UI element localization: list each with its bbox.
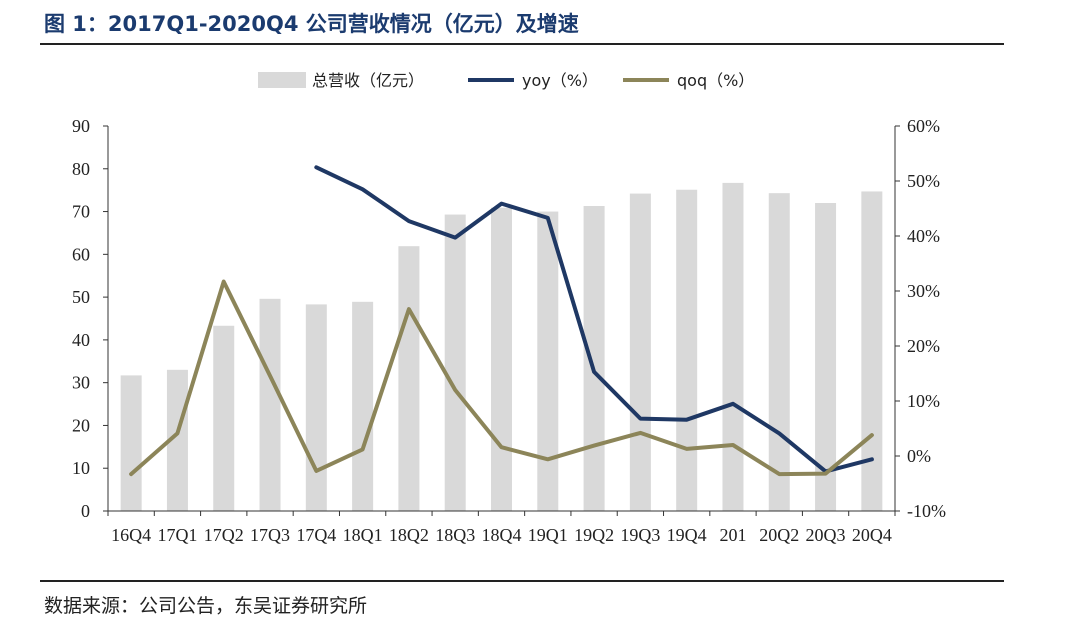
line-series xyxy=(129,165,874,477)
legend-swatch-revenue xyxy=(258,72,306,88)
bar-19Q2 xyxy=(583,205,605,511)
left-tick-label: 70 xyxy=(72,202,90,222)
bar-16Q4 xyxy=(120,375,142,511)
right-tick-label: 10% xyxy=(907,391,940,411)
bottom-rule xyxy=(40,580,1004,582)
left-tick-label: 40 xyxy=(72,330,90,350)
bar-17Q3 xyxy=(259,298,281,511)
qoq-line xyxy=(129,279,874,477)
bar-20Q4 xyxy=(861,191,883,511)
left-tick-label: 30 xyxy=(72,373,90,393)
x-tick-label: 19Q2 xyxy=(574,525,614,545)
right-tick-label: 0% xyxy=(907,446,931,466)
x-tick-label: 17Q4 xyxy=(296,525,336,545)
bar-17Q2 xyxy=(213,325,235,511)
bar-17Q4 xyxy=(305,304,327,511)
left-tick-label: 20 xyxy=(72,415,90,435)
chart-title: 图 1：2017Q1-2020Q4 公司营收情况（亿元）及增速 xyxy=(44,12,579,36)
right-tick-label: 60% xyxy=(907,116,940,136)
x-tick-label: 16Q4 xyxy=(111,525,151,545)
x-tick-label: 17Q2 xyxy=(204,525,244,545)
legend-label: yoy（%） xyxy=(522,71,598,90)
left-tick-label: 90 xyxy=(72,116,90,136)
chart-canvas: 总营收（亿元） yoy（%） qoq（%） 0 10 20 30 40 50 60 70 80 90 -… xyxy=(72,71,946,545)
x-tick-label: 20Q2 xyxy=(759,525,799,545)
bar-19Q3 xyxy=(629,193,651,512)
right-tick-label: -10% xyxy=(907,501,946,521)
bar-18Q1 xyxy=(352,301,374,511)
x-tick-label: 17Q3 xyxy=(250,525,290,545)
legend-label: 总营收（亿元） xyxy=(312,71,424,90)
right-tick-label: 40% xyxy=(907,226,940,246)
source-note: 数据来源：公司公告，东吴证券研究所 xyxy=(44,595,368,617)
yoy-line xyxy=(314,165,874,474)
left-tick-label: 60 xyxy=(72,244,90,264)
x-tick-label: 19Q3 xyxy=(620,525,660,545)
bar-20Q3 xyxy=(815,203,837,511)
bar-18Q2 xyxy=(398,246,420,511)
bar-19Q4 xyxy=(676,189,698,511)
left-tick-label: 50 xyxy=(72,287,90,307)
x-tick-label: 20Q4 xyxy=(852,525,892,545)
bar-201 xyxy=(722,182,744,511)
left-tick-label: 80 xyxy=(72,159,90,179)
bar-18Q3 xyxy=(444,214,466,512)
left-tick-label: 10 xyxy=(72,458,90,478)
x-tick-label: 18Q3 xyxy=(435,525,475,545)
bar-17Q1 xyxy=(166,369,188,511)
right-tick-label: 20% xyxy=(907,336,940,356)
x-tick-label: 20Q3 xyxy=(806,525,846,545)
x-tick-label: 19Q4 xyxy=(667,525,707,545)
x-tick-label: 17Q1 xyxy=(157,525,197,545)
bar-series xyxy=(120,182,883,512)
legend-label: qoq（%） xyxy=(677,71,754,90)
top-rule xyxy=(40,43,1004,45)
x-tick-label: 18Q1 xyxy=(343,525,383,545)
right-tick-label: 30% xyxy=(907,281,940,301)
x-tick-label: 19Q1 xyxy=(528,525,568,545)
bar-18Q4 xyxy=(491,207,512,511)
x-tick-label: 18Q2 xyxy=(389,525,429,545)
axes: 0 10 20 30 40 50 60 70 80 90 -10% 0% 10% 20% 30% 40% 50%… xyxy=(72,116,946,545)
right-tick-label: 50% xyxy=(907,171,940,191)
left-tick-label: 0 xyxy=(81,501,90,521)
bar-19Q1 xyxy=(537,211,559,512)
x-tick-label: 18Q4 xyxy=(482,525,522,545)
bar-20Q2 xyxy=(768,193,790,511)
legend: 总营收（亿元） yoy（%） qoq（%） xyxy=(258,71,754,90)
x-tick-label: 201 xyxy=(719,525,746,545)
